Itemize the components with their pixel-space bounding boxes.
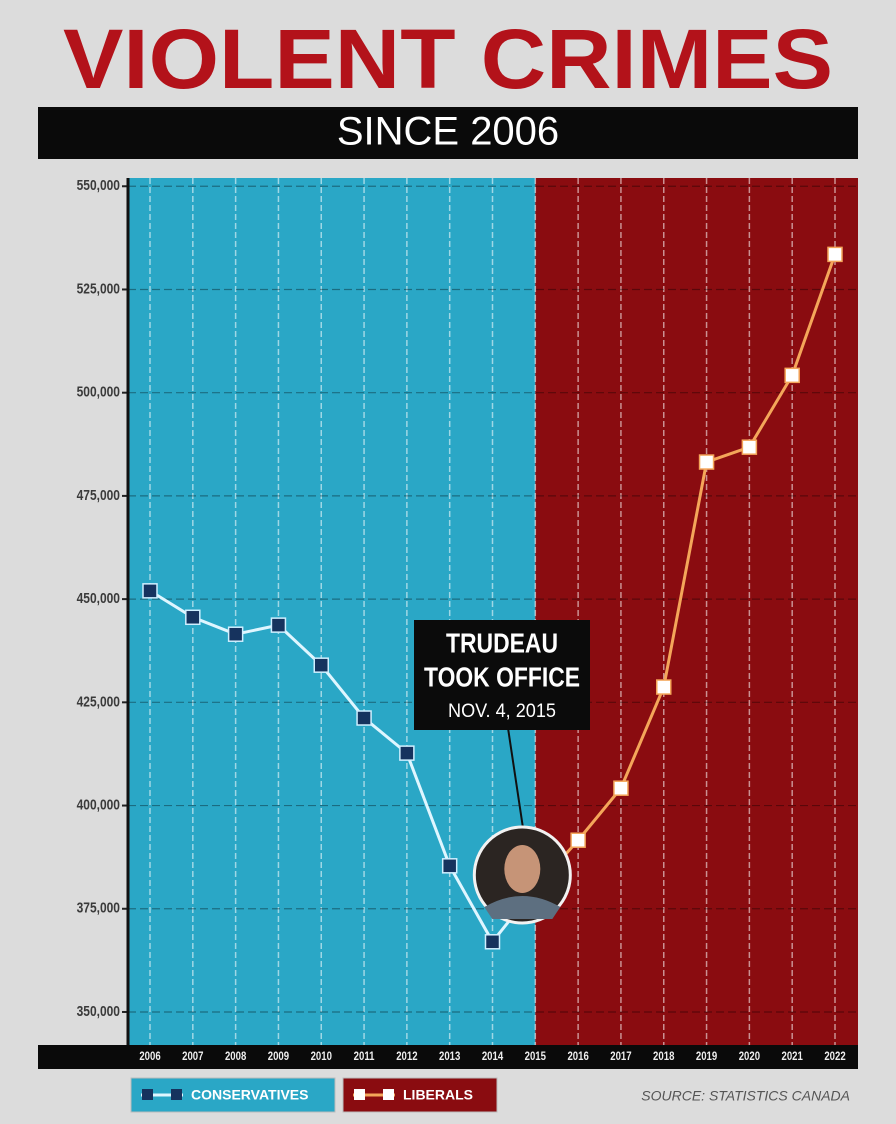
- marker: [698, 454, 715, 470]
- marker: [399, 745, 415, 761]
- marker: [656, 679, 672, 695]
- legend-marker: [171, 1089, 182, 1100]
- series-line: [149, 589, 537, 945]
- legend-marker: [383, 1089, 394, 1100]
- x-tick-label: 2006: [139, 1050, 160, 1063]
- x-axis-bar: [38, 1045, 858, 1069]
- marker: [185, 609, 201, 626]
- legend-marker: [142, 1089, 153, 1100]
- y-tick-label: 450,000: [77, 590, 120, 607]
- legend-box: [130, 1077, 336, 1113]
- source: SOURCE: STATISTICS CANADA: [641, 1088, 850, 1104]
- marker: [827, 246, 843, 263]
- x-tick-label: 2021: [782, 1050, 803, 1063]
- x-tick-label: 2014: [482, 1050, 503, 1063]
- callout-box: [414, 620, 590, 730]
- marker: [227, 626, 244, 642]
- x-tick-label: 2016: [567, 1050, 588, 1063]
- callout-line1: TRUDEAU: [446, 627, 558, 658]
- legend-box: [342, 1077, 498, 1113]
- x-tick-label: 2010: [311, 1050, 332, 1063]
- series-line: [534, 253, 837, 890]
- marker: [270, 617, 287, 633]
- marker: [784, 367, 800, 384]
- subtitle-bar: [38, 107, 858, 159]
- x-tick-label: 2013: [439, 1050, 460, 1063]
- x-tick-label: 2007: [182, 1050, 203, 1063]
- x-tick-label: 2022: [824, 1050, 845, 1063]
- x-tick-label: 2020: [739, 1050, 760, 1063]
- marker: [441, 858, 458, 874]
- marker: [613, 780, 629, 796]
- marker: [570, 832, 586, 848]
- marker: [356, 710, 372, 726]
- chart-title: VIOLENT CRIMES: [63, 12, 833, 106]
- photo-suit: [484, 896, 561, 919]
- y-tick-label: 400,000: [77, 796, 120, 813]
- y-tick-label: 500,000: [77, 383, 120, 400]
- marker: [313, 657, 329, 673]
- marker: [484, 934, 501, 950]
- callout-line3: NOV. 4, 2015: [448, 701, 556, 722]
- y-tick-label: 350,000: [77, 1003, 120, 1020]
- callout-line2: TOOK OFFICE: [424, 661, 580, 692]
- legend-label: CONSERVATIVES: [191, 1087, 308, 1103]
- legend-label: LIBERALS: [403, 1087, 473, 1103]
- x-tick-label: 2018: [653, 1050, 674, 1063]
- x-tick-label: 2008: [225, 1050, 246, 1063]
- callout-connector: [507, 727, 524, 829]
- y-tick-label: 375,000: [77, 899, 120, 916]
- y-tick-label: 525,000: [77, 280, 120, 297]
- x-tick-label: 2015: [525, 1050, 546, 1063]
- photo-face: [504, 845, 541, 893]
- y-tick-label: 550,000: [77, 177, 120, 194]
- marker: [142, 583, 158, 599]
- x-tick-label: 2017: [610, 1050, 631, 1063]
- liberal-band: [535, 178, 858, 1045]
- y-tick-label: 425,000: [77, 693, 120, 710]
- x-tick-label: 2012: [396, 1050, 417, 1063]
- y-tick-label: 475,000: [77, 487, 120, 504]
- chart-subtitle: SINCE 2006: [337, 110, 559, 154]
- x-tick-label: 2009: [268, 1050, 289, 1063]
- x-tick-label: 2011: [354, 1050, 375, 1063]
- x-tick-label: 2019: [696, 1050, 717, 1063]
- marker: [741, 439, 758, 455]
- legend-marker: [354, 1089, 365, 1100]
